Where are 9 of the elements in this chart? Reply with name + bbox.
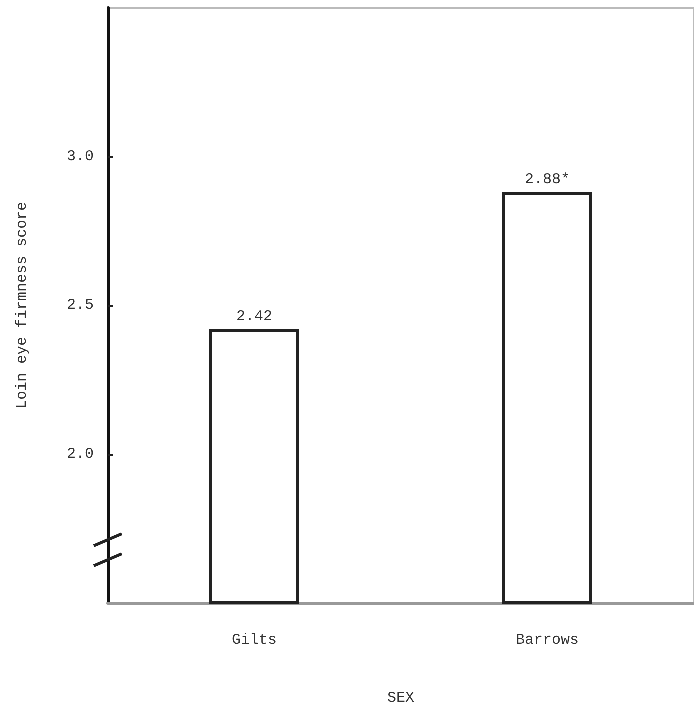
data-label: 2.42 [236, 308, 273, 326]
x-tick-label: Gilts [232, 632, 278, 649]
y-tick-label: 2.0 [66, 446, 94, 463]
y-tick-label: 3.0 [66, 148, 94, 166]
y-axis-title: Loin eye firmness score [14, 202, 31, 410]
x-tick-label: Barrows [516, 632, 580, 649]
x-axis-title: SEX [387, 690, 415, 707]
y-tick-label: 2.5 [66, 297, 94, 314]
data-label: 2.88* [524, 171, 570, 188]
